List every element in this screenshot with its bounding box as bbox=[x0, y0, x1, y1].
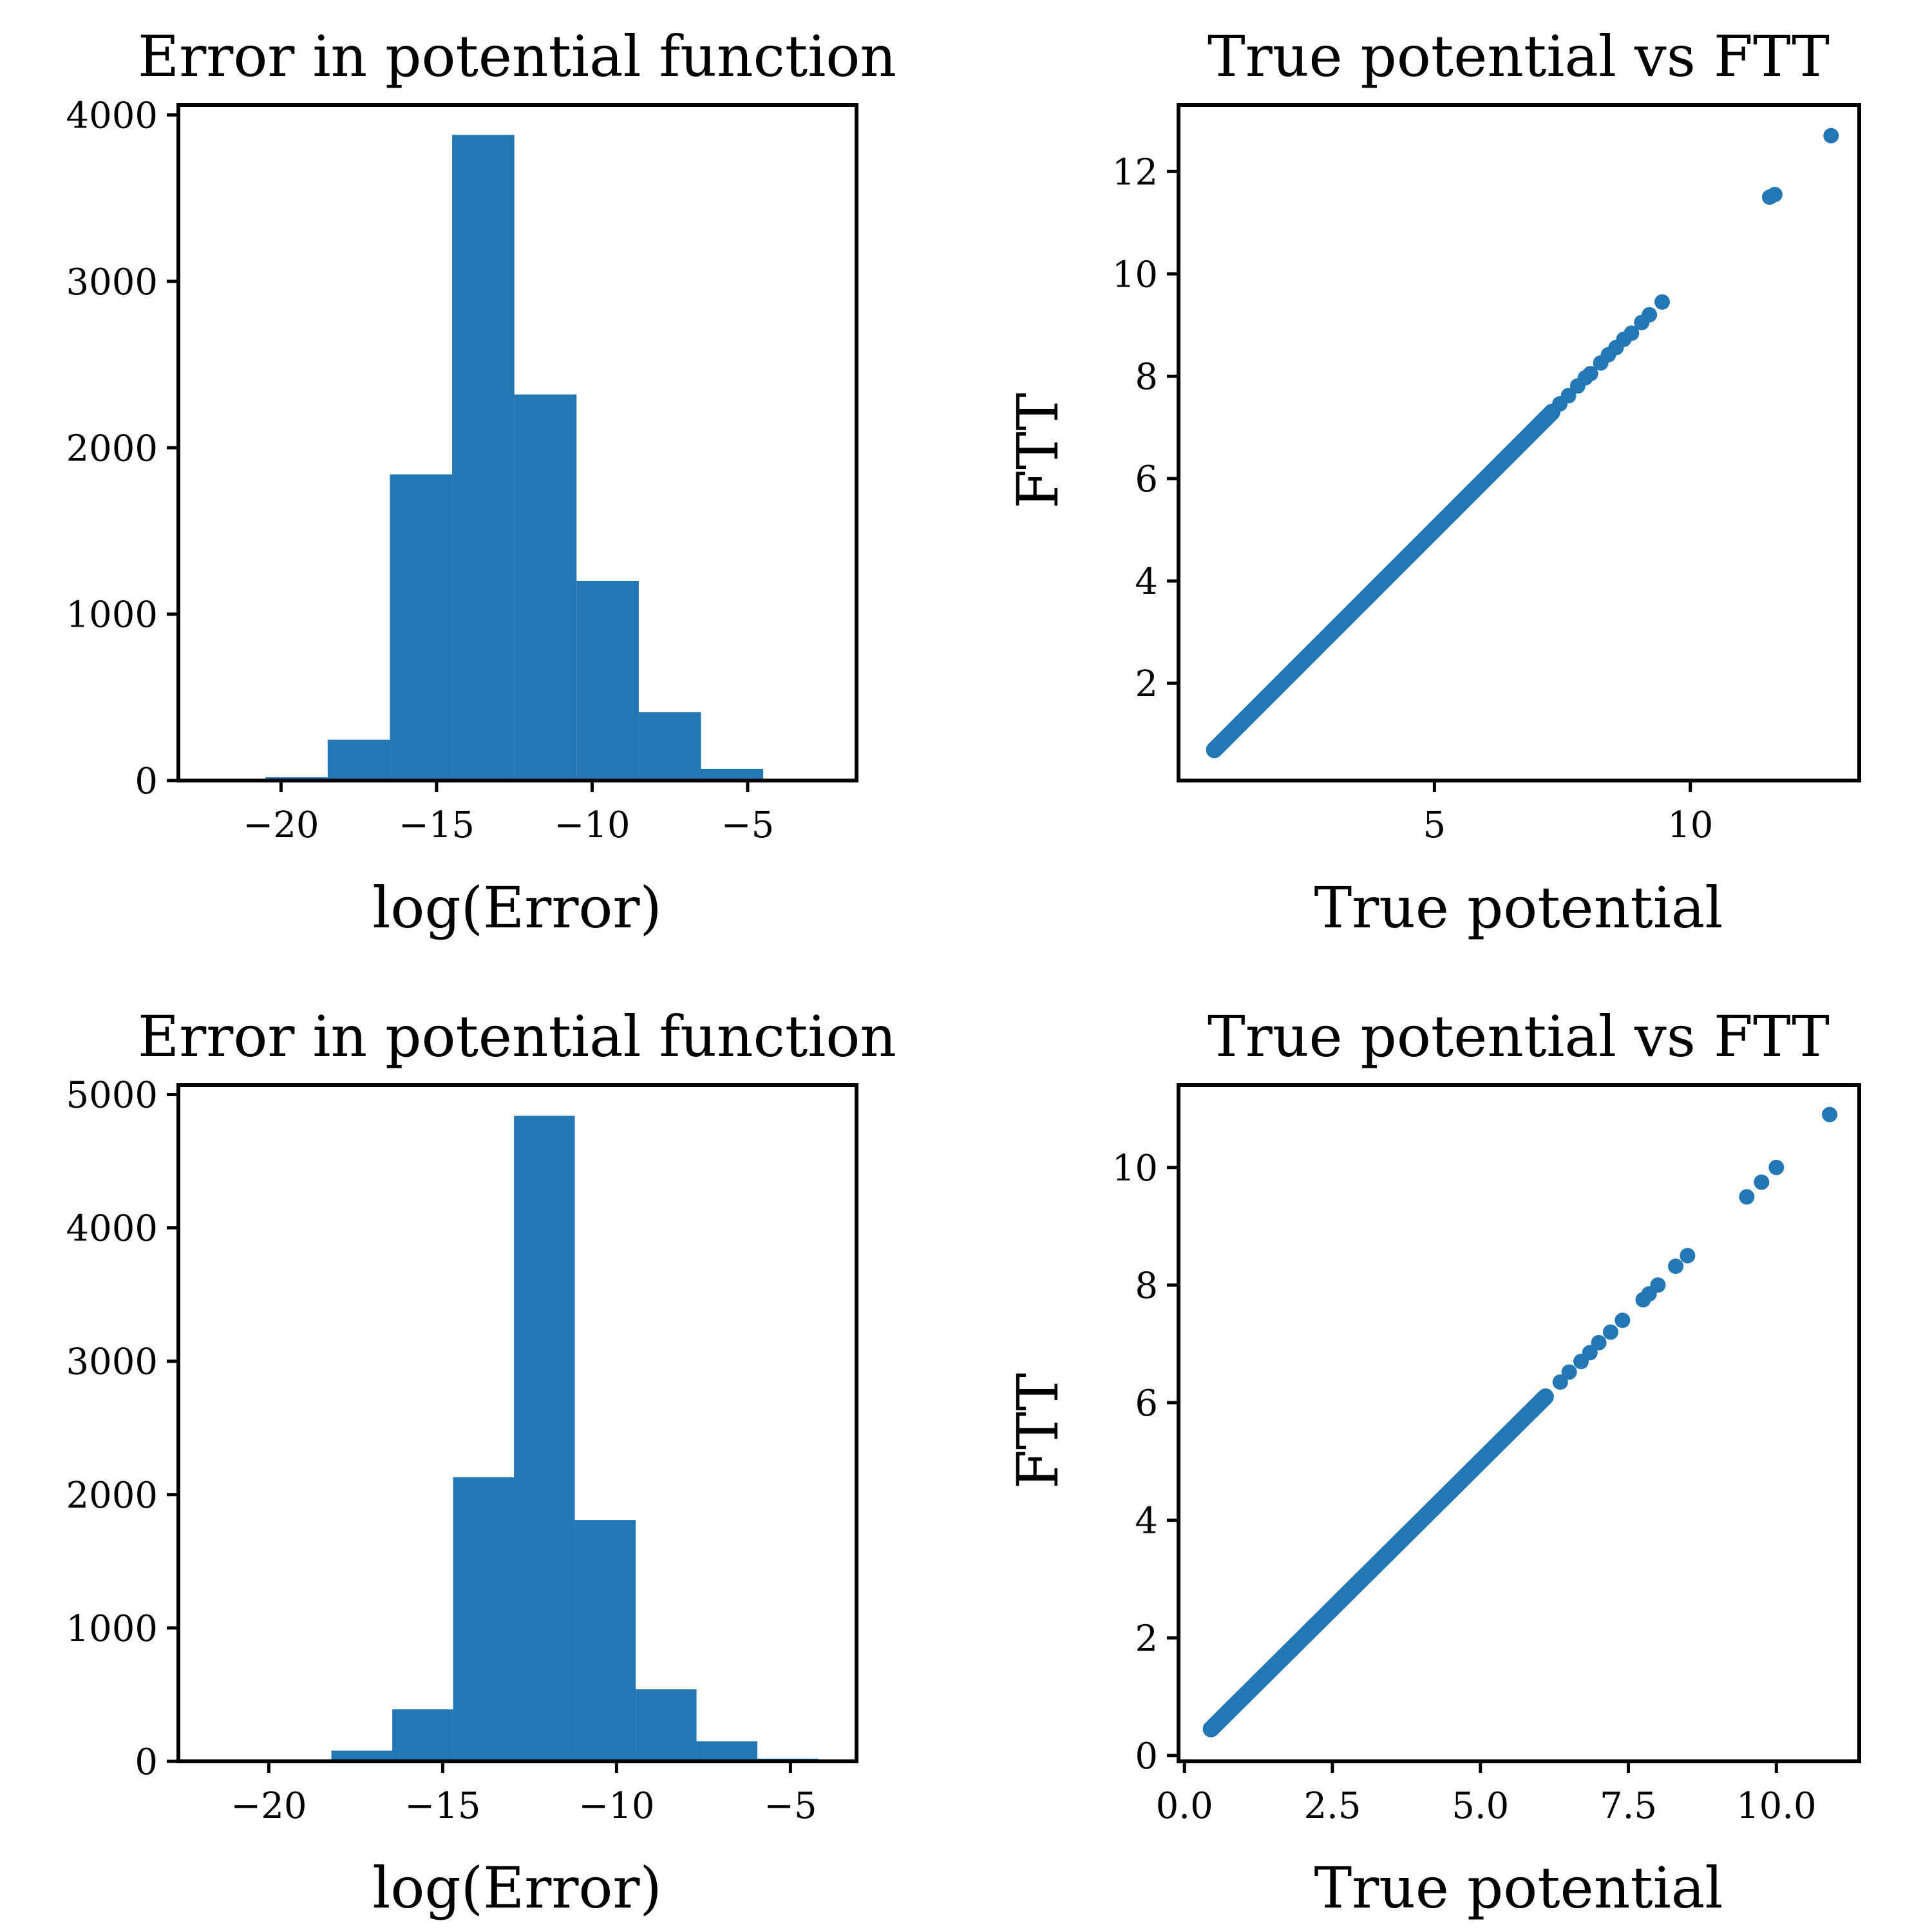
scatter-panel-bottom: True potential vs FTT True potential FTT… bbox=[1005, 1003, 1861, 1921]
y-tick-label: 8 bbox=[1135, 356, 1158, 398]
chart-title: True potential vs FTT bbox=[1208, 23, 1830, 90]
histogram-bar bbox=[392, 1709, 453, 1761]
x-tick-label: −5 bbox=[764, 1785, 817, 1827]
y-tick-label: 10 bbox=[1112, 1148, 1158, 1189]
plot-area bbox=[203, 135, 826, 781]
y-tick-label: 5000 bbox=[66, 1074, 158, 1116]
axes-frame bbox=[176, 1083, 858, 1763]
axes-frame bbox=[176, 103, 858, 782]
chart-title: Error in potential function bbox=[138, 23, 896, 90]
y-tick-label: 8 bbox=[1135, 1265, 1158, 1307]
axes-frame bbox=[1177, 1083, 1861, 1763]
histogram-bar bbox=[576, 580, 639, 781]
histogram-bar bbox=[331, 1750, 393, 1761]
scatter-point bbox=[1624, 325, 1640, 341]
x-tick-label: −20 bbox=[243, 804, 319, 846]
y-tick-label: 4000 bbox=[66, 95, 158, 137]
histogram-bar bbox=[452, 135, 515, 781]
x-tick-label: 7.5 bbox=[1600, 1785, 1657, 1827]
x-tick-label: −10 bbox=[578, 1785, 654, 1827]
x-tick-label: 5 bbox=[1423, 804, 1446, 846]
scatter-point bbox=[1561, 1364, 1577, 1380]
x-tick-label: 0.0 bbox=[1156, 1785, 1213, 1827]
plot-area bbox=[1202, 1106, 1838, 1738]
scatter-point bbox=[1602, 1324, 1618, 1340]
histogram-bar bbox=[453, 1477, 515, 1761]
x-tick-label: −15 bbox=[399, 804, 475, 846]
x-axis-label: True potential bbox=[1314, 1855, 1723, 1921]
y-tick-label: 3000 bbox=[66, 261, 158, 303]
y-tick-label: 2 bbox=[1135, 1618, 1158, 1660]
chart-title: Error in potential function bbox=[138, 1003, 896, 1070]
scatter-point-band bbox=[1202, 1388, 1554, 1738]
y-tick-label: 1000 bbox=[66, 1608, 158, 1650]
y-tick-label: 10 bbox=[1112, 254, 1158, 296]
scatter-point bbox=[1754, 1174, 1770, 1190]
scatter-point bbox=[1615, 1312, 1631, 1329]
y-tick-label: 1000 bbox=[66, 594, 158, 636]
x-tick-label: −5 bbox=[721, 804, 775, 846]
scatter-point bbox=[1768, 1159, 1785, 1175]
scatter-point bbox=[1654, 294, 1671, 310]
x-axis-label: log(Error) bbox=[372, 875, 662, 941]
y-tick-label: 4000 bbox=[66, 1208, 158, 1250]
chart-title: True potential vs FTT bbox=[1208, 1003, 1830, 1070]
histogram-bar bbox=[327, 739, 390, 781]
y-tick-label: 3000 bbox=[66, 1341, 158, 1383]
histogram-panel-top: Error in potential function log(Error) −… bbox=[66, 23, 896, 941]
x-tick-label: −20 bbox=[231, 1785, 307, 1827]
scatter-point bbox=[1582, 366, 1598, 382]
scatter-point-band bbox=[1206, 403, 1561, 759]
y-tick-label: 4 bbox=[1135, 561, 1158, 603]
y-tick-label: 0 bbox=[1135, 1736, 1158, 1777]
histogram-bar bbox=[638, 712, 701, 781]
scatter-point bbox=[1650, 1277, 1666, 1293]
scatter-point bbox=[1739, 1189, 1755, 1205]
x-axis-label: True potential bbox=[1314, 875, 1723, 941]
x-axis-label: log(Error) bbox=[372, 1855, 662, 1921]
y-tick-label: 2000 bbox=[66, 428, 158, 469]
y-tick-label: 2000 bbox=[66, 1475, 158, 1517]
scatter-point bbox=[1582, 1345, 1598, 1361]
scatter-point bbox=[1766, 187, 1783, 203]
scatter-panel-top: True potential vs FTT True potential FTT… bbox=[1005, 23, 1861, 941]
scatter-point bbox=[1823, 128, 1839, 144]
histogram-bar bbox=[514, 394, 577, 781]
y-axis-label: FTT bbox=[1005, 393, 1071, 509]
x-tick-label: 10.0 bbox=[1736, 1785, 1817, 1827]
x-tick-label: −10 bbox=[554, 804, 630, 846]
scatter-point bbox=[1668, 1258, 1684, 1274]
y-tick-label: 4 bbox=[1135, 1501, 1158, 1542]
x-tick-label: 10 bbox=[1667, 804, 1713, 846]
histogram-bar bbox=[701, 768, 764, 781]
x-tick-label: 5.0 bbox=[1452, 1785, 1509, 1827]
y-tick-label: 12 bbox=[1112, 151, 1158, 193]
scatter-point bbox=[1822, 1106, 1838, 1122]
y-tick-label: 0 bbox=[135, 1741, 158, 1783]
histogram-bar bbox=[574, 1520, 636, 1761]
x-tick-label: 2.5 bbox=[1303, 1785, 1361, 1827]
histogram-bar bbox=[636, 1689, 697, 1761]
scatter-point bbox=[1552, 1374, 1568, 1390]
y-tick-label: 2 bbox=[1135, 663, 1158, 705]
scatter-point bbox=[1591, 1334, 1607, 1350]
x-tick-label: −15 bbox=[404, 1785, 480, 1827]
y-tick-label: 0 bbox=[135, 761, 158, 802]
y-axis-label: FTT bbox=[1005, 1373, 1071, 1489]
y-tick-label: 6 bbox=[1135, 1383, 1158, 1425]
y-tick-label: 6 bbox=[1135, 459, 1158, 500]
scatter-point bbox=[1642, 307, 1658, 323]
plot-area bbox=[1206, 128, 1839, 759]
histogram-panel-bottom: Error in potential function log(Error) −… bbox=[66, 1003, 896, 1921]
histogram-bar bbox=[696, 1741, 758, 1761]
scatter-point bbox=[1680, 1247, 1696, 1264]
histogram-bar bbox=[390, 474, 453, 781]
axes-frame bbox=[1177, 103, 1861, 782]
plot-area bbox=[209, 1115, 819, 1761]
scatter-point bbox=[1560, 388, 1577, 404]
histogram-bar bbox=[514, 1115, 575, 1761]
